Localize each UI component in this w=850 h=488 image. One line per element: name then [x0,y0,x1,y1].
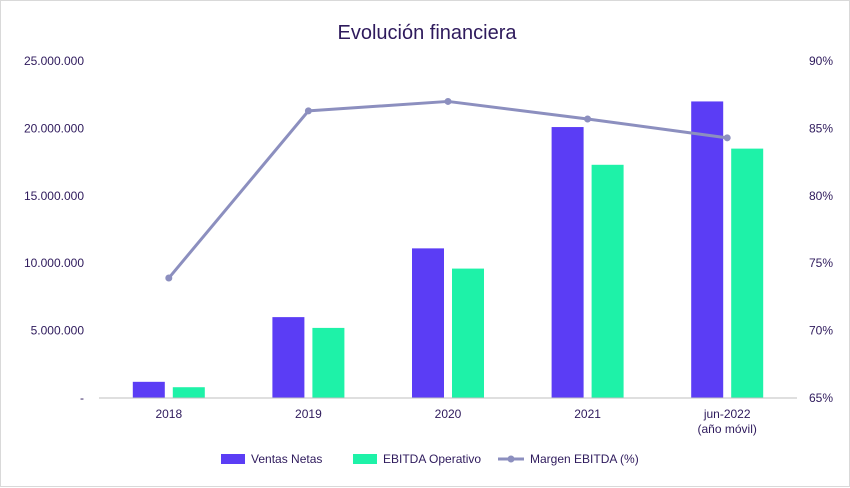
x-tick-label: jun-2022 [703,407,751,421]
legend-label-ventas-netas: Ventas Netas [251,452,322,466]
y-right-tick-label: 85% [809,121,833,135]
bar-ebitda-operativo-2 [452,268,484,398]
y-left-tick-label: 5.000.000 [31,324,85,338]
y-right-tick-label: 70% [809,324,833,338]
x-tick-label: 2020 [435,407,462,421]
bar-ventas-netas-1 [272,317,305,398]
y-left-tick-label: 25.000.000 [24,54,84,68]
point-margen-ebitda-1 [304,107,312,115]
y-left-tick-label: 15.000.000 [24,189,84,203]
bar-ventas-netas-0 [132,381,165,398]
bar-ventas-netas-2 [412,248,444,398]
point-margen-ebitda-0 [165,274,173,282]
y-right-tick-label: 75% [809,256,833,270]
legend-label-margen-ebitda: Margen EBITDA (%) [530,452,639,466]
x-tick-label: 2018 [155,407,182,421]
y-left-tick-label: - [80,391,84,405]
y-left-tick-label: 10.000.000 [24,256,84,270]
legend-marker-margen-ebitda [507,455,515,463]
legend-swatch-ventas-netas [221,454,245,464]
y-right-tick-label: 80% [809,189,833,203]
bar-ventas-netas-4 [691,101,724,398]
bar-ebitda-operativo-0 [172,387,205,398]
point-margen-ebitda-4 [723,134,731,142]
y-left-tick-label: 20.000.000 [24,121,84,135]
point-margen-ebitda-2 [444,97,452,105]
bar-ventas-netas-3 [551,127,584,398]
y-right-tick-label: 90% [809,54,833,68]
chart-title: Evolución financiera [338,22,518,44]
legend-swatch-ebitda-operativo [353,454,377,464]
line-margen-ebitda [167,99,728,279]
x-tick-label: 2021 [574,407,601,421]
bar-ebitda-operativo-4 [731,148,764,398]
bar-ebitda-operativo-1 [312,327,345,398]
x-tick-label: 2019 [295,407,322,421]
y-right-tick-label: 65% [809,391,833,405]
bar-ebitda-operativo-3 [591,164,624,398]
legend-label-ebitda-operativo: EBITDA Operativo [383,452,481,466]
x-tick-label: (año móvil) [698,422,757,436]
point-margen-ebitda-3 [584,115,592,123]
